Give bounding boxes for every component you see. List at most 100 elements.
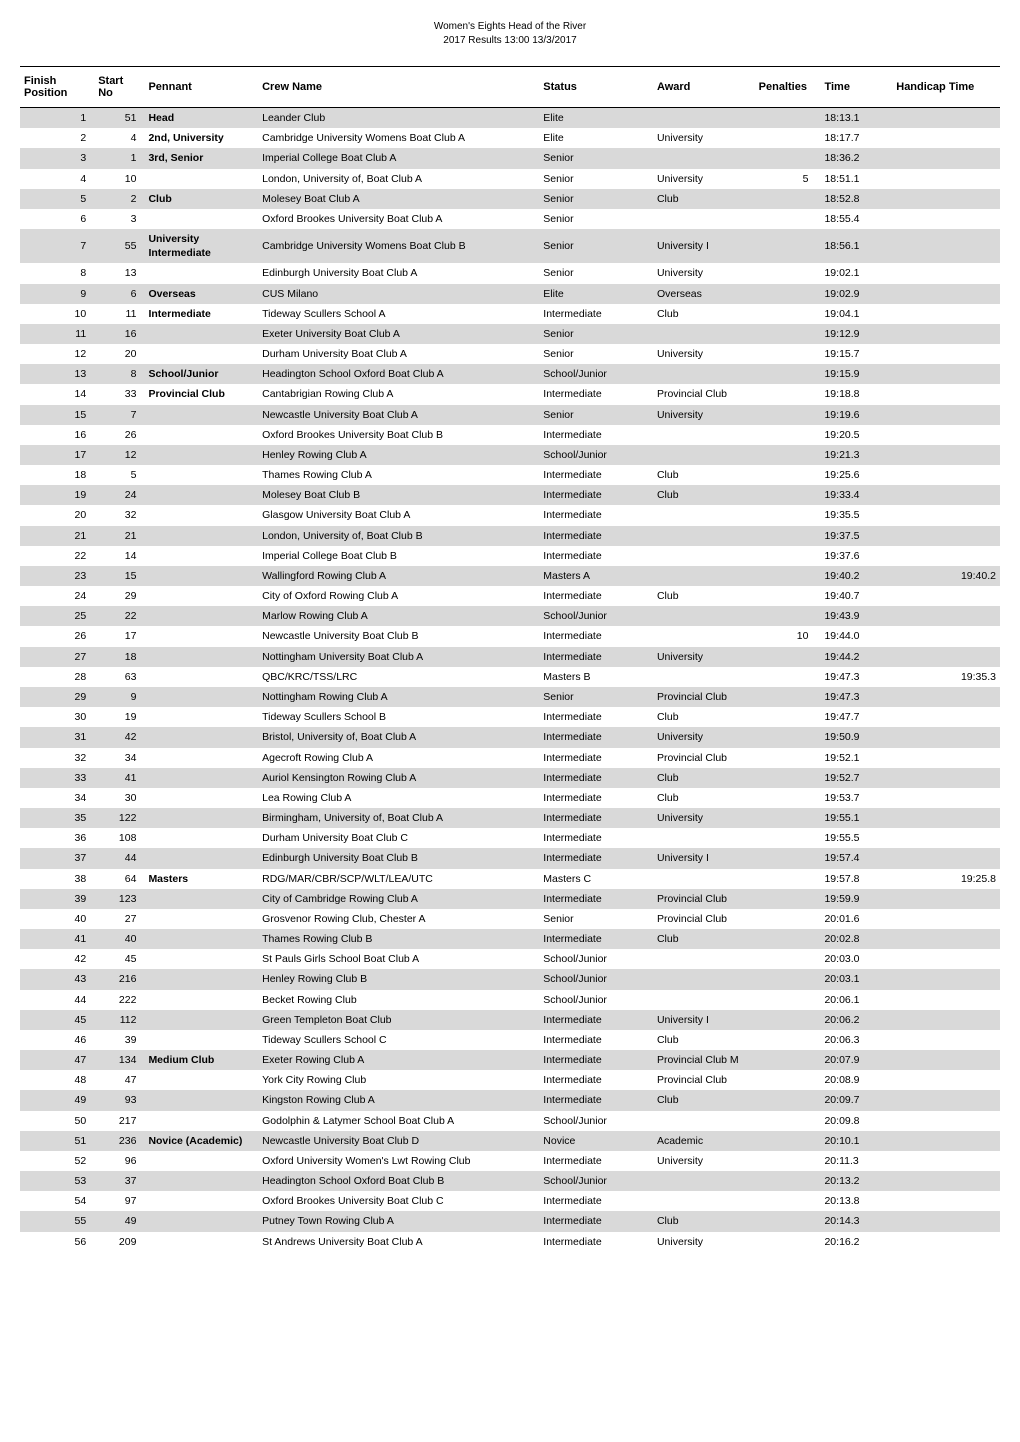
cell-time: 18:55.4	[820, 209, 892, 229]
cell-penalties	[755, 1191, 821, 1211]
cell-handicap	[892, 284, 1000, 304]
title-line-2: 2017 Results 13:00 13/3/2017	[20, 34, 1000, 48]
cell-handicap	[892, 889, 1000, 909]
cell-finish: 53	[20, 1171, 94, 1191]
cell-time: 19:50.9	[820, 727, 892, 747]
cell-handicap	[892, 647, 1000, 667]
cell-crew: London, University of, Boat Club B	[258, 526, 539, 546]
cell-pennant: Head	[144, 108, 258, 129]
cell-crew: Tideway Scullers School A	[258, 304, 539, 324]
col-time: Time	[820, 67, 892, 108]
cell-penalties	[755, 828, 821, 848]
cell-time: 20:06.1	[820, 990, 892, 1010]
cell-status: Intermediate	[539, 1030, 653, 1050]
table-row: 44222Becket Rowing ClubSchool/Junior20:0…	[20, 990, 1000, 1010]
table-row: 242nd, UniversityCambridge University Wo…	[20, 128, 1000, 148]
cell-time: 19:02.9	[820, 284, 892, 304]
cell-time: 19:25.6	[820, 465, 892, 485]
cell-crew: Newcastle University Boat Club D	[258, 1131, 539, 1151]
cell-pennant	[144, 808, 258, 828]
cell-award	[653, 445, 755, 465]
cell-penalties	[755, 189, 821, 209]
cell-crew: CUS Milano	[258, 284, 539, 304]
cell-status: Intermediate	[539, 546, 653, 566]
cell-pennant	[144, 526, 258, 546]
cell-start: 26	[94, 425, 144, 445]
cell-start: 18	[94, 647, 144, 667]
cell-crew: Oxford Brookes University Boat Club B	[258, 425, 539, 445]
cell-penalties	[755, 384, 821, 404]
cell-penalties: 10	[755, 626, 821, 646]
cell-crew: City of Oxford Rowing Club A	[258, 586, 539, 606]
cell-pennant	[144, 1151, 258, 1171]
cell-status: Senior	[539, 909, 653, 929]
cell-time: 20:14.3	[820, 1211, 892, 1231]
cell-award: Provincial Club	[653, 1070, 755, 1090]
cell-pennant	[144, 606, 258, 626]
table-row: 2863QBC/KRC/TSS/LRCMasters B19:47.319:35…	[20, 667, 1000, 687]
cell-crew: Grosvenor Rowing Club, Chester A	[258, 909, 539, 929]
cell-finish: 29	[20, 687, 94, 707]
cell-time: 19:57.4	[820, 848, 892, 868]
cell-time: 19:02.1	[820, 263, 892, 283]
cell-award: University	[653, 647, 755, 667]
cell-penalties	[755, 324, 821, 344]
cell-pennant	[144, 1111, 258, 1131]
cell-award: Club	[653, 929, 755, 949]
cell-time: 19:59.9	[820, 889, 892, 909]
cell-award	[653, 566, 755, 586]
cell-penalties	[755, 209, 821, 229]
cell-crew: Marlow Rowing Club A	[258, 606, 539, 626]
cell-penalties	[755, 108, 821, 129]
cell-time: 20:13.8	[820, 1191, 892, 1211]
cell-handicap	[892, 364, 1000, 384]
table-row: 3142Bristol, University of, Boat Club AI…	[20, 727, 1000, 747]
table-row: 4639Tideway Scullers School CIntermediat…	[20, 1030, 1000, 1050]
cell-award: Provincial Club	[653, 748, 755, 768]
cell-status: Senior	[539, 687, 653, 707]
cell-crew: Headington School Oxford Boat Club A	[258, 364, 539, 384]
cell-finish: 38	[20, 869, 94, 889]
cell-crew: Kingston Rowing Club A	[258, 1090, 539, 1110]
cell-status: Intermediate	[539, 586, 653, 606]
cell-start: 5	[94, 465, 144, 485]
cell-pennant	[144, 586, 258, 606]
col-award: Award	[653, 67, 755, 108]
table-row: 4993Kingston Rowing Club AIntermediateCl…	[20, 1090, 1000, 1110]
col-crew: Crew Name	[258, 67, 539, 108]
cell-time: 20:08.9	[820, 1070, 892, 1090]
cell-start: 37	[94, 1171, 144, 1191]
cell-status: Intermediate	[539, 1070, 653, 1090]
cell-start: 6	[94, 284, 144, 304]
cell-finish: 28	[20, 667, 94, 687]
cell-finish: 52	[20, 1151, 94, 1171]
table-row: 2214Imperial College Boat Club BIntermed…	[20, 546, 1000, 566]
cell-time: 19:55.1	[820, 808, 892, 828]
cell-penalties	[755, 929, 821, 949]
cell-penalties	[755, 869, 821, 889]
cell-award: Club	[653, 465, 755, 485]
cell-time: 19:40.2	[820, 566, 892, 586]
cell-penalties	[755, 1030, 821, 1050]
cell-time: 19:47.7	[820, 707, 892, 727]
cell-handicap	[892, 1070, 1000, 1090]
cell-time: 19:19.6	[820, 405, 892, 425]
cell-penalties	[755, 647, 821, 667]
cell-status: Intermediate	[539, 526, 653, 546]
cell-award: University	[653, 1232, 755, 1252]
cell-handicap	[892, 707, 1000, 727]
table-row: 4245St Pauls Girls School Boat Club ASch…	[20, 949, 1000, 969]
cell-handicap	[892, 1090, 1000, 1110]
cell-penalties	[755, 1171, 821, 1191]
cell-crew: Putney Town Rowing Club A	[258, 1211, 539, 1231]
cell-penalties	[755, 405, 821, 425]
table-row: 2718Nottingham University Boat Club AInt…	[20, 647, 1000, 667]
cell-penalties	[755, 566, 821, 586]
cell-handicap	[892, 1151, 1000, 1171]
cell-start: 93	[94, 1090, 144, 1110]
cell-start: 7	[94, 405, 144, 425]
cell-time: 20:09.7	[820, 1090, 892, 1110]
cell-crew: Agecroft Rowing Club A	[258, 748, 539, 768]
cell-penalties	[755, 969, 821, 989]
cell-handicap	[892, 1010, 1000, 1030]
